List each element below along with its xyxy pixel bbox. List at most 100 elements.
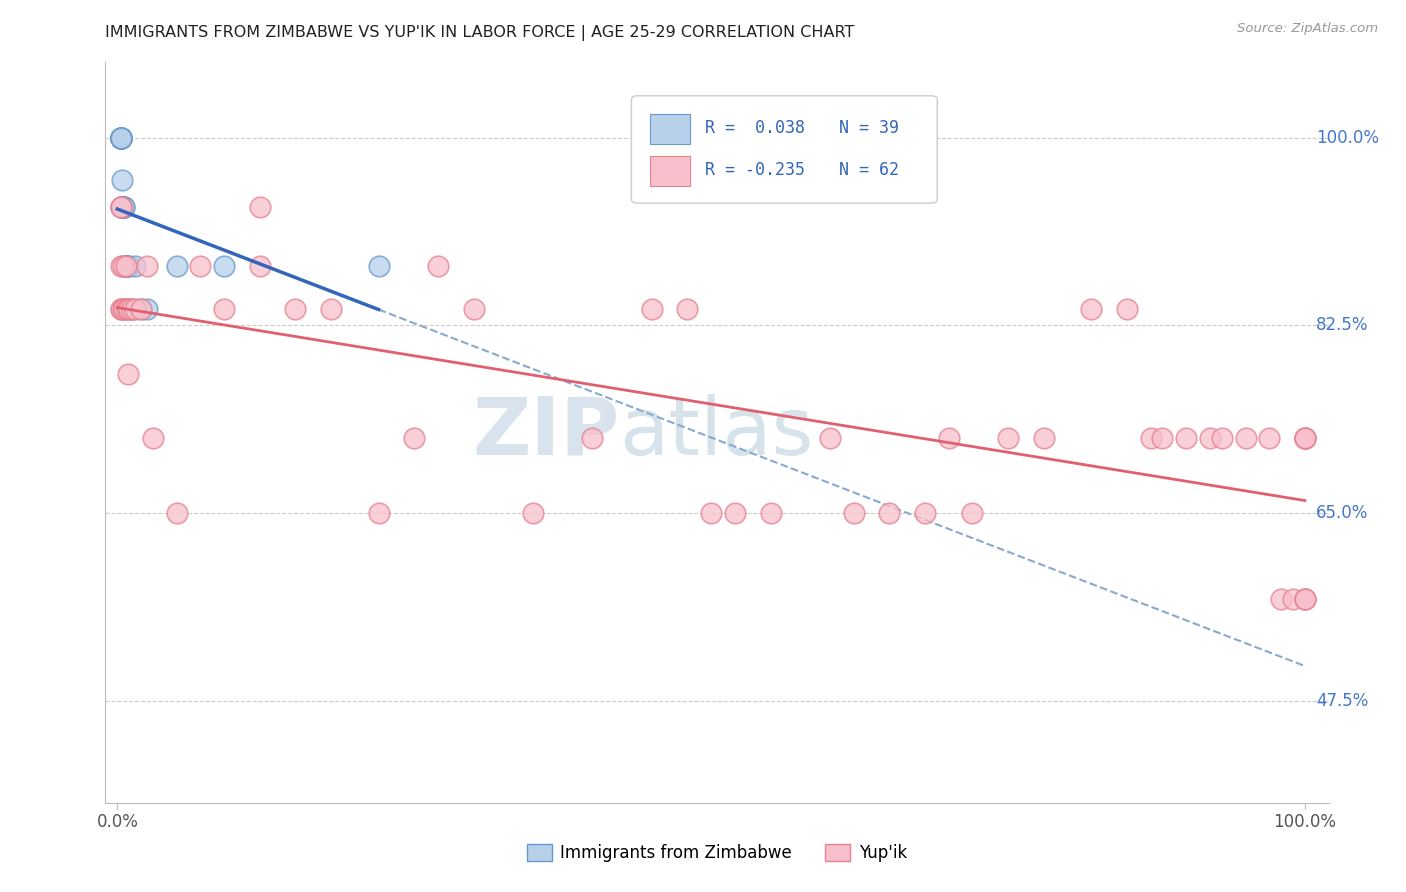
Point [249, 260, 271, 274]
Point [112, 200, 135, 214]
Point [877, 506, 900, 520]
Point [249, 200, 271, 214]
Text: 82.5%: 82.5% [1316, 317, 1368, 334]
Point [166, 506, 188, 520]
Point [121, 302, 143, 317]
Point [110, 302, 132, 317]
Point [115, 260, 138, 274]
Point [112, 200, 135, 214]
Point [759, 506, 782, 520]
Text: N = 62: N = 62 [839, 161, 900, 178]
Point [463, 302, 485, 317]
Point [284, 302, 307, 317]
Point [110, 302, 132, 317]
Point [404, 431, 426, 445]
Text: atlas: atlas [619, 393, 814, 472]
Point [1294, 431, 1316, 445]
Point [110, 130, 132, 145]
Point [1175, 431, 1198, 445]
Point [1294, 431, 1316, 445]
Point [367, 260, 389, 274]
Text: R =  0.038: R = 0.038 [704, 119, 804, 136]
Point [114, 260, 136, 274]
Point [111, 200, 134, 214]
Point [124, 302, 146, 317]
Point [115, 302, 138, 317]
Point [212, 260, 235, 274]
Point [112, 302, 135, 317]
Point [111, 200, 134, 214]
Point [136, 302, 159, 317]
Point [111, 200, 134, 214]
Point [1080, 302, 1102, 317]
Point [166, 260, 188, 274]
Point [112, 200, 135, 214]
Point [111, 200, 134, 214]
Text: Source: ZipAtlas.com: Source: ZipAtlas.com [1237, 22, 1378, 36]
Point [115, 302, 138, 317]
Point [114, 200, 136, 214]
Point [112, 200, 135, 214]
Point [110, 130, 132, 145]
Point [117, 367, 139, 381]
Text: IMMIGRANTS FROM ZIMBABWE VS YUP'IK IN LABOR FORCE | AGE 25-29 CORRELATION CHART: IMMIGRANTS FROM ZIMBABWE VS YUP'IK IN LA… [105, 26, 855, 41]
Point [1211, 431, 1233, 445]
Point [1139, 431, 1161, 445]
Point [962, 506, 984, 520]
Point [641, 302, 664, 317]
Point [1258, 431, 1281, 445]
Text: R = -0.235: R = -0.235 [704, 161, 804, 178]
Point [115, 260, 138, 274]
Point [1234, 431, 1257, 445]
Point [118, 302, 141, 317]
Point [997, 431, 1019, 445]
Text: 65.0%: 65.0% [1316, 504, 1368, 522]
Point [110, 130, 132, 145]
Point [914, 506, 936, 520]
Point [114, 302, 136, 317]
Point [118, 260, 141, 274]
Point [1115, 302, 1137, 317]
Point [110, 130, 132, 145]
Point [1294, 431, 1316, 445]
Point [818, 431, 841, 445]
Point [110, 200, 132, 214]
Point [114, 260, 136, 274]
Point [114, 200, 136, 214]
Legend: Immigrants from Zimbabwe, Yup'ik: Immigrants from Zimbabwe, Yup'ik [520, 837, 914, 869]
Point [842, 506, 865, 520]
Point [319, 302, 342, 317]
Point [112, 260, 135, 274]
Point [427, 260, 450, 274]
Point [1294, 431, 1316, 445]
Point [110, 200, 132, 214]
Point [938, 431, 960, 445]
Point [1152, 431, 1174, 445]
Bar [650, 156, 690, 186]
Text: 47.5%: 47.5% [1316, 692, 1368, 710]
Point [700, 506, 723, 520]
Point [110, 130, 132, 145]
Point [114, 260, 136, 274]
Point [110, 130, 132, 145]
Point [1294, 591, 1316, 606]
Bar [650, 114, 690, 144]
Point [129, 302, 152, 317]
Point [121, 302, 143, 317]
Point [1282, 591, 1305, 606]
Point [110, 130, 132, 145]
Text: 100.0%: 100.0% [1316, 128, 1379, 146]
Point [190, 260, 212, 274]
Point [142, 431, 165, 445]
Point [136, 260, 159, 274]
Point [581, 431, 603, 445]
Point [111, 173, 134, 187]
Point [724, 506, 747, 520]
Point [1294, 591, 1316, 606]
Text: N = 39: N = 39 [839, 119, 900, 136]
Point [212, 302, 235, 317]
Point [129, 302, 152, 317]
Point [110, 260, 132, 274]
Point [522, 506, 544, 520]
FancyBboxPatch shape [631, 95, 938, 203]
